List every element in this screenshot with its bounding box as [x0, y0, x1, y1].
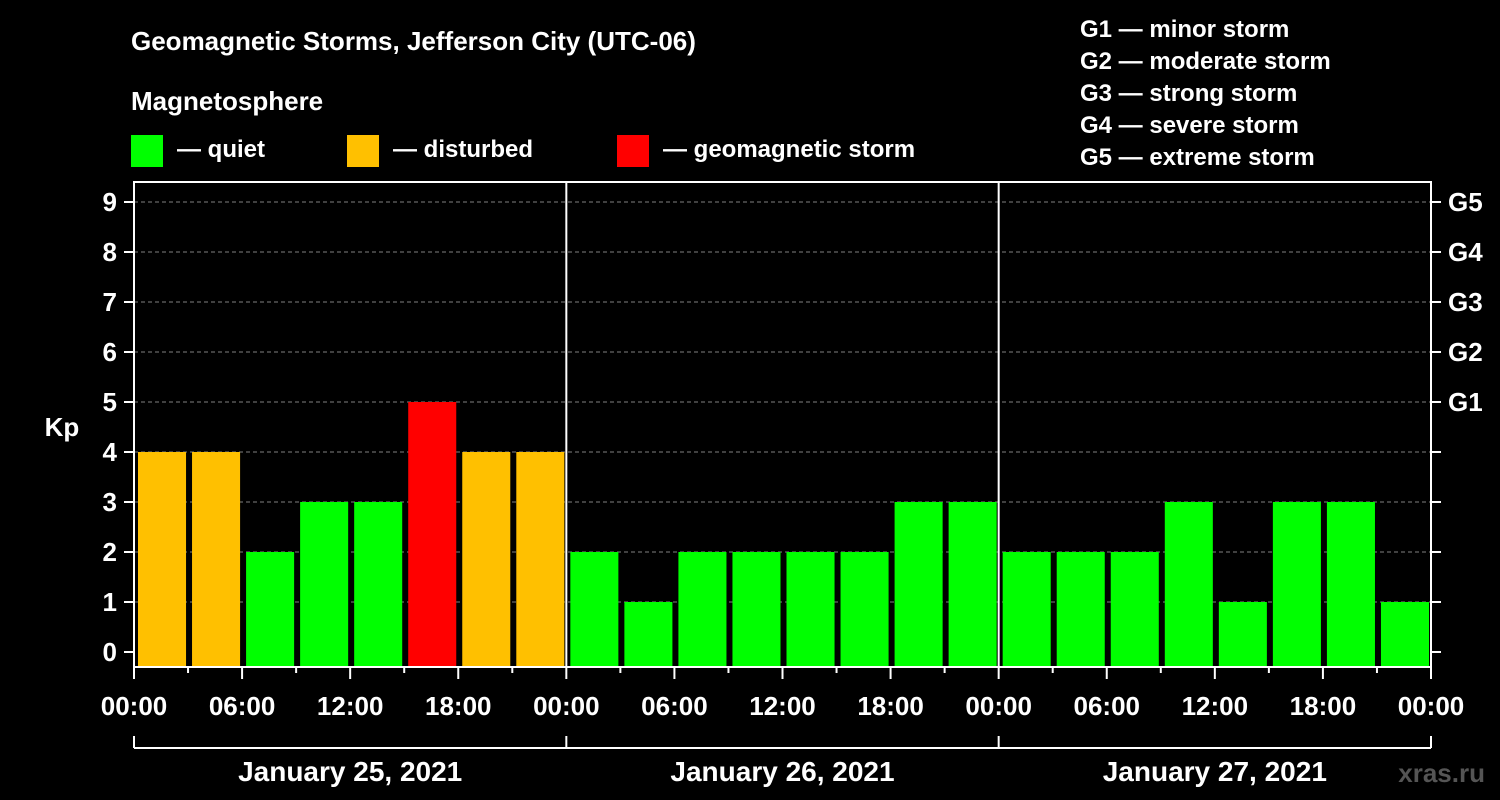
legend-swatch-disturbed [347, 135, 379, 167]
day-label: January 27, 2021 [1103, 756, 1327, 787]
legend-swatch-storm [617, 135, 649, 167]
kp-bar [1218, 602, 1267, 667]
legend: — quiet — disturbed — geomagnetic storm [131, 135, 915, 167]
kp-bar [1110, 552, 1159, 667]
y-tick-label: 0 [103, 637, 117, 667]
y-tick-label: 6 [103, 337, 117, 367]
storm-scale-g2: G2 — moderate storm [1080, 48, 1331, 75]
kp-bar [1380, 602, 1429, 667]
day-label: January 25, 2021 [238, 756, 462, 787]
kp-bar [1056, 552, 1105, 667]
y-axis-label: Kp [45, 412, 80, 442]
kp-bar [1272, 502, 1321, 667]
kp-bar [786, 552, 835, 667]
kp-bar [462, 452, 511, 667]
y-tick-label: 5 [103, 387, 117, 417]
g-scale-label: G5 [1448, 187, 1483, 217]
x-tick-label: 12:00 [749, 691, 816, 721]
x-tick-label: 12:00 [317, 691, 384, 721]
kp-bar [624, 602, 673, 667]
kp-bar [408, 402, 457, 667]
kp-bar [1326, 502, 1375, 667]
x-tick-label: 18:00 [1290, 691, 1357, 721]
kp-bar [570, 552, 619, 667]
kp-bar [138, 452, 187, 667]
legend-label-quiet: — quiet [177, 136, 265, 163]
x-tick-label: 00:00 [1398, 691, 1465, 721]
kp-bar [840, 552, 889, 667]
x-tick-label: 06:00 [209, 691, 276, 721]
y-tick-label: 4 [103, 437, 118, 467]
y-tick-label: 7 [103, 287, 117, 317]
storm-scale-legend: G1 — minor storm G2 — moderate storm G3 … [1080, 16, 1331, 171]
legend-label-disturbed: — disturbed [393, 136, 533, 163]
y-tick-label: 1 [103, 587, 117, 617]
x-tick-label: 00:00 [533, 691, 600, 721]
kp-bar [1002, 552, 1051, 667]
x-tick-label: 06:00 [641, 691, 708, 721]
y-tick-label: 9 [103, 187, 117, 217]
y-tick-label: 2 [103, 537, 117, 567]
x-tick-label: 00:00 [965, 691, 1032, 721]
g-scale-label: G2 [1448, 337, 1483, 367]
chart-subtitle: Magnetosphere [131, 86, 323, 116]
kp-bar [354, 502, 403, 667]
watermark: xras.ru [1398, 758, 1485, 788]
kp-bar [678, 552, 727, 667]
x-tick-label: 18:00 [857, 691, 924, 721]
y-tick-label: 8 [103, 237, 117, 267]
g-scale-label: G3 [1448, 287, 1483, 317]
kp-bar [246, 552, 295, 667]
x-tick-label: 12:00 [1182, 691, 1249, 721]
kp-bar [300, 502, 349, 667]
day-label: January 26, 2021 [670, 756, 894, 787]
chart-title: Geomagnetic Storms, Jefferson City (UTC-… [131, 26, 696, 56]
kp-bar [192, 452, 241, 667]
storm-scale-g4: G4 — severe storm [1080, 112, 1299, 139]
storm-scale-g5: G5 — extreme storm [1080, 144, 1315, 171]
kp-bar [948, 502, 997, 667]
kp-bar [894, 502, 943, 667]
x-tick-label: 00:00 [101, 691, 168, 721]
kp-bar [732, 552, 781, 667]
g-scale-label: G4 [1448, 237, 1483, 267]
legend-swatch-quiet [131, 135, 163, 167]
storm-scale-g3: G3 — strong storm [1080, 80, 1297, 107]
kp-bar [516, 452, 565, 667]
y-tick-label: 3 [103, 487, 117, 517]
g-scale-label: G1 [1448, 387, 1483, 417]
legend-label-storm: — geomagnetic storm [663, 136, 915, 163]
x-tick-label: 06:00 [1074, 691, 1141, 721]
kp-bar [1164, 502, 1213, 667]
storm-scale-g1: G1 — minor storm [1080, 16, 1289, 43]
x-tick-label: 18:00 [425, 691, 492, 721]
